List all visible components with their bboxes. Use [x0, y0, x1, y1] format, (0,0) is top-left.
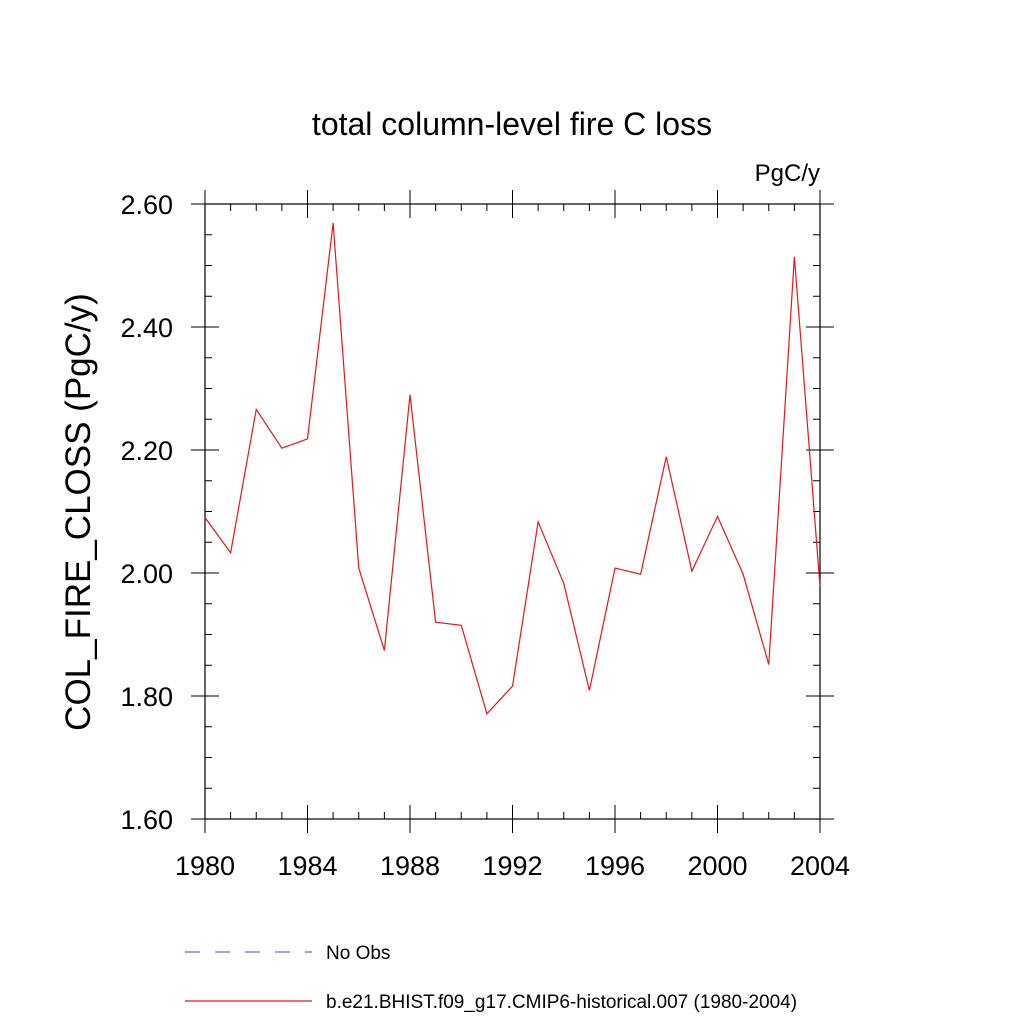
plot-frame: [204, 203, 821, 820]
x-tick-label: 2004: [790, 851, 850, 881]
x-tick-label: 1980: [175, 851, 235, 881]
y-tick-labels: 1.60 1.80 2.00 2.20 2.40 2.60: [120, 190, 173, 835]
axis-ticks: [191, 190, 834, 833]
legend: No Obs b.e21.BHIST.f09_g17.CMIP6-historic…: [185, 943, 797, 1013]
series-line: [204, 222, 821, 716]
y-tick-label: 2.00: [120, 559, 173, 589]
y-tick-label: 2.60: [120, 190, 173, 220]
x-tick-label: 1988: [380, 851, 440, 881]
y-tick-label: 2.20: [120, 436, 173, 466]
y-axis-label: COL_FIRE_CLOSS (PgC/y): [59, 293, 98, 731]
y-tick-label: 2.40: [120, 313, 173, 343]
x-tick-label: 1992: [482, 851, 542, 881]
chart-title: total column-level fire C loss: [312, 106, 712, 142]
y-tick-label: 1.80: [120, 682, 173, 712]
legend-label: b.e21.BHIST.f09_g17.CMIP6-historical.007…: [326, 992, 797, 1013]
x-tick-labels: 1980 1984 1988 1992 1996 2000 2004: [175, 851, 850, 881]
x-tick-label: 1984: [277, 851, 337, 881]
x-tick-label: 1996: [585, 851, 645, 881]
units-label: PgC/y: [755, 160, 820, 187]
x-tick-label: 2000: [687, 851, 747, 881]
y-tick-label: 1.60: [120, 805, 173, 835]
series-lines: [204, 222, 821, 716]
legend-label: No Obs: [326, 943, 390, 964]
